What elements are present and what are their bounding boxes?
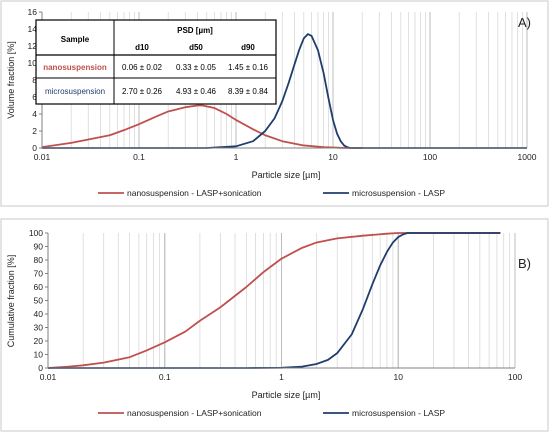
psd-table-col-d90: d90 <box>241 43 255 52</box>
panel-a-legend-nano-label: nanosuspension - LASP+sonication <box>127 188 262 198</box>
x-tick-label: 1 <box>279 372 284 382</box>
panel-b-frame <box>0 218 549 432</box>
panel-b-legend-micro-label: microsuspension - LASP <box>352 408 445 418</box>
psd-table-col-d10: d10 <box>135 43 149 52</box>
psd-table-row-micro-d50: 4.93 ± 0.46 <box>176 87 217 96</box>
x-tick-label: 100 <box>423 152 437 162</box>
panel-b-legend-nano-label: nanosuspension - LASP+sonication <box>127 408 262 418</box>
panel-a-legend-micro-label: microsuspension - LASP <box>352 188 445 198</box>
x-tick-label: 10 <box>394 372 404 382</box>
panel-a-tick-labels: 0 2 4 6 8 10 12 14 16 0.01 0.1 1 10 100 1000 <box>28 7 537 162</box>
psd-table-col-d50: d50 <box>189 43 203 52</box>
x-tick-label: 1000 <box>518 152 537 162</box>
panel-b-label: B) <box>518 256 531 271</box>
y-tick-label: 14 <box>28 24 38 34</box>
panel-b-y-axis-label: Cumulative fraction [%] <box>6 255 16 348</box>
microsuspension-line <box>42 33 527 149</box>
panel-a-legend: nanosuspension - LASP+sonication microsu… <box>98 188 445 198</box>
y-tick-label: 20 <box>34 336 44 346</box>
y-tick-label: 10 <box>34 350 44 360</box>
panel-a-x-axis-label: Particle size [µm] <box>252 170 321 180</box>
y-tick-label: 50 <box>34 296 44 306</box>
x-tick-label: 0.1 <box>159 372 171 382</box>
y-tick-label: 6 <box>32 92 37 102</box>
y-tick-label: 60 <box>34 282 44 292</box>
psd-table-row-nano-d10: 0.06 ± 0.02 <box>122 63 163 72</box>
x-tick-label: 100 <box>508 372 522 382</box>
psd-table-row-nano-d50: 0.33 ± 0.05 <box>176 63 217 72</box>
psd-table-row-nano-label: nanosuspension <box>43 63 107 72</box>
psd-table-row-micro-label: microsuspension <box>45 87 105 96</box>
panel-b-tick-labels: 0 10 20 30 40 50 60 70 80 90 100 0.01 0.1 1 10 100 <box>29 228 523 382</box>
y-tick-label: 100 <box>29 228 43 238</box>
panel-a-y-axis-label: Volume fraction [%] <box>6 41 16 119</box>
y-tick-label: 90 <box>34 242 44 252</box>
y-tick-label: 8 <box>32 75 37 85</box>
panel-a-series <box>41 33 527 149</box>
y-tick-label: 12 <box>28 41 38 51</box>
x-tick-label: 0.1 <box>133 152 145 162</box>
x-tick-label: 1 <box>234 152 239 162</box>
psd-table-row-micro-d10: 2.70 ± 0.26 <box>122 87 163 96</box>
panel-b-legend: nanosuspension - LASP+sonication microsu… <box>98 408 445 418</box>
y-tick-label: 0 <box>38 363 43 373</box>
y-tick-label: 30 <box>34 323 44 333</box>
microsuspension-line <box>48 232 501 369</box>
y-tick-label: 16 <box>28 7 38 17</box>
psd-table-sample-header: Sample <box>61 35 90 44</box>
x-tick-label: 10 <box>328 152 338 162</box>
panel-a-label: A) <box>518 15 531 30</box>
psd-table: Sample PSD [µm] d10 d50 d90 nanosuspensi… <box>35 19 277 105</box>
y-tick-label: 4 <box>32 109 37 119</box>
y-tick-label: 70 <box>34 269 44 279</box>
panel-b-x-axis-label: Particle size [µm] <box>252 390 321 400</box>
panel-b-axes <box>45 232 515 369</box>
psd-table-row-nano-d90: 1.45 ± 0.16 <box>228 63 269 72</box>
psd-table-psd-header: PSD [µm] <box>177 26 213 35</box>
y-tick-label: 40 <box>34 309 44 319</box>
x-tick-label: 0.01 <box>40 372 57 382</box>
psd-table-border <box>35 19 277 105</box>
nanosuspension-line <box>41 104 363 149</box>
y-tick-label: 80 <box>34 255 44 265</box>
psd-table-row-micro-d90: 8.39 ± 0.84 <box>228 87 269 96</box>
y-tick-label: 0 <box>32 143 37 153</box>
x-tick-label: 0.01 <box>34 152 51 162</box>
y-tick-label: 10 <box>28 58 38 68</box>
panel-b-series <box>47 232 501 369</box>
y-tick-label: 2 <box>32 126 37 136</box>
